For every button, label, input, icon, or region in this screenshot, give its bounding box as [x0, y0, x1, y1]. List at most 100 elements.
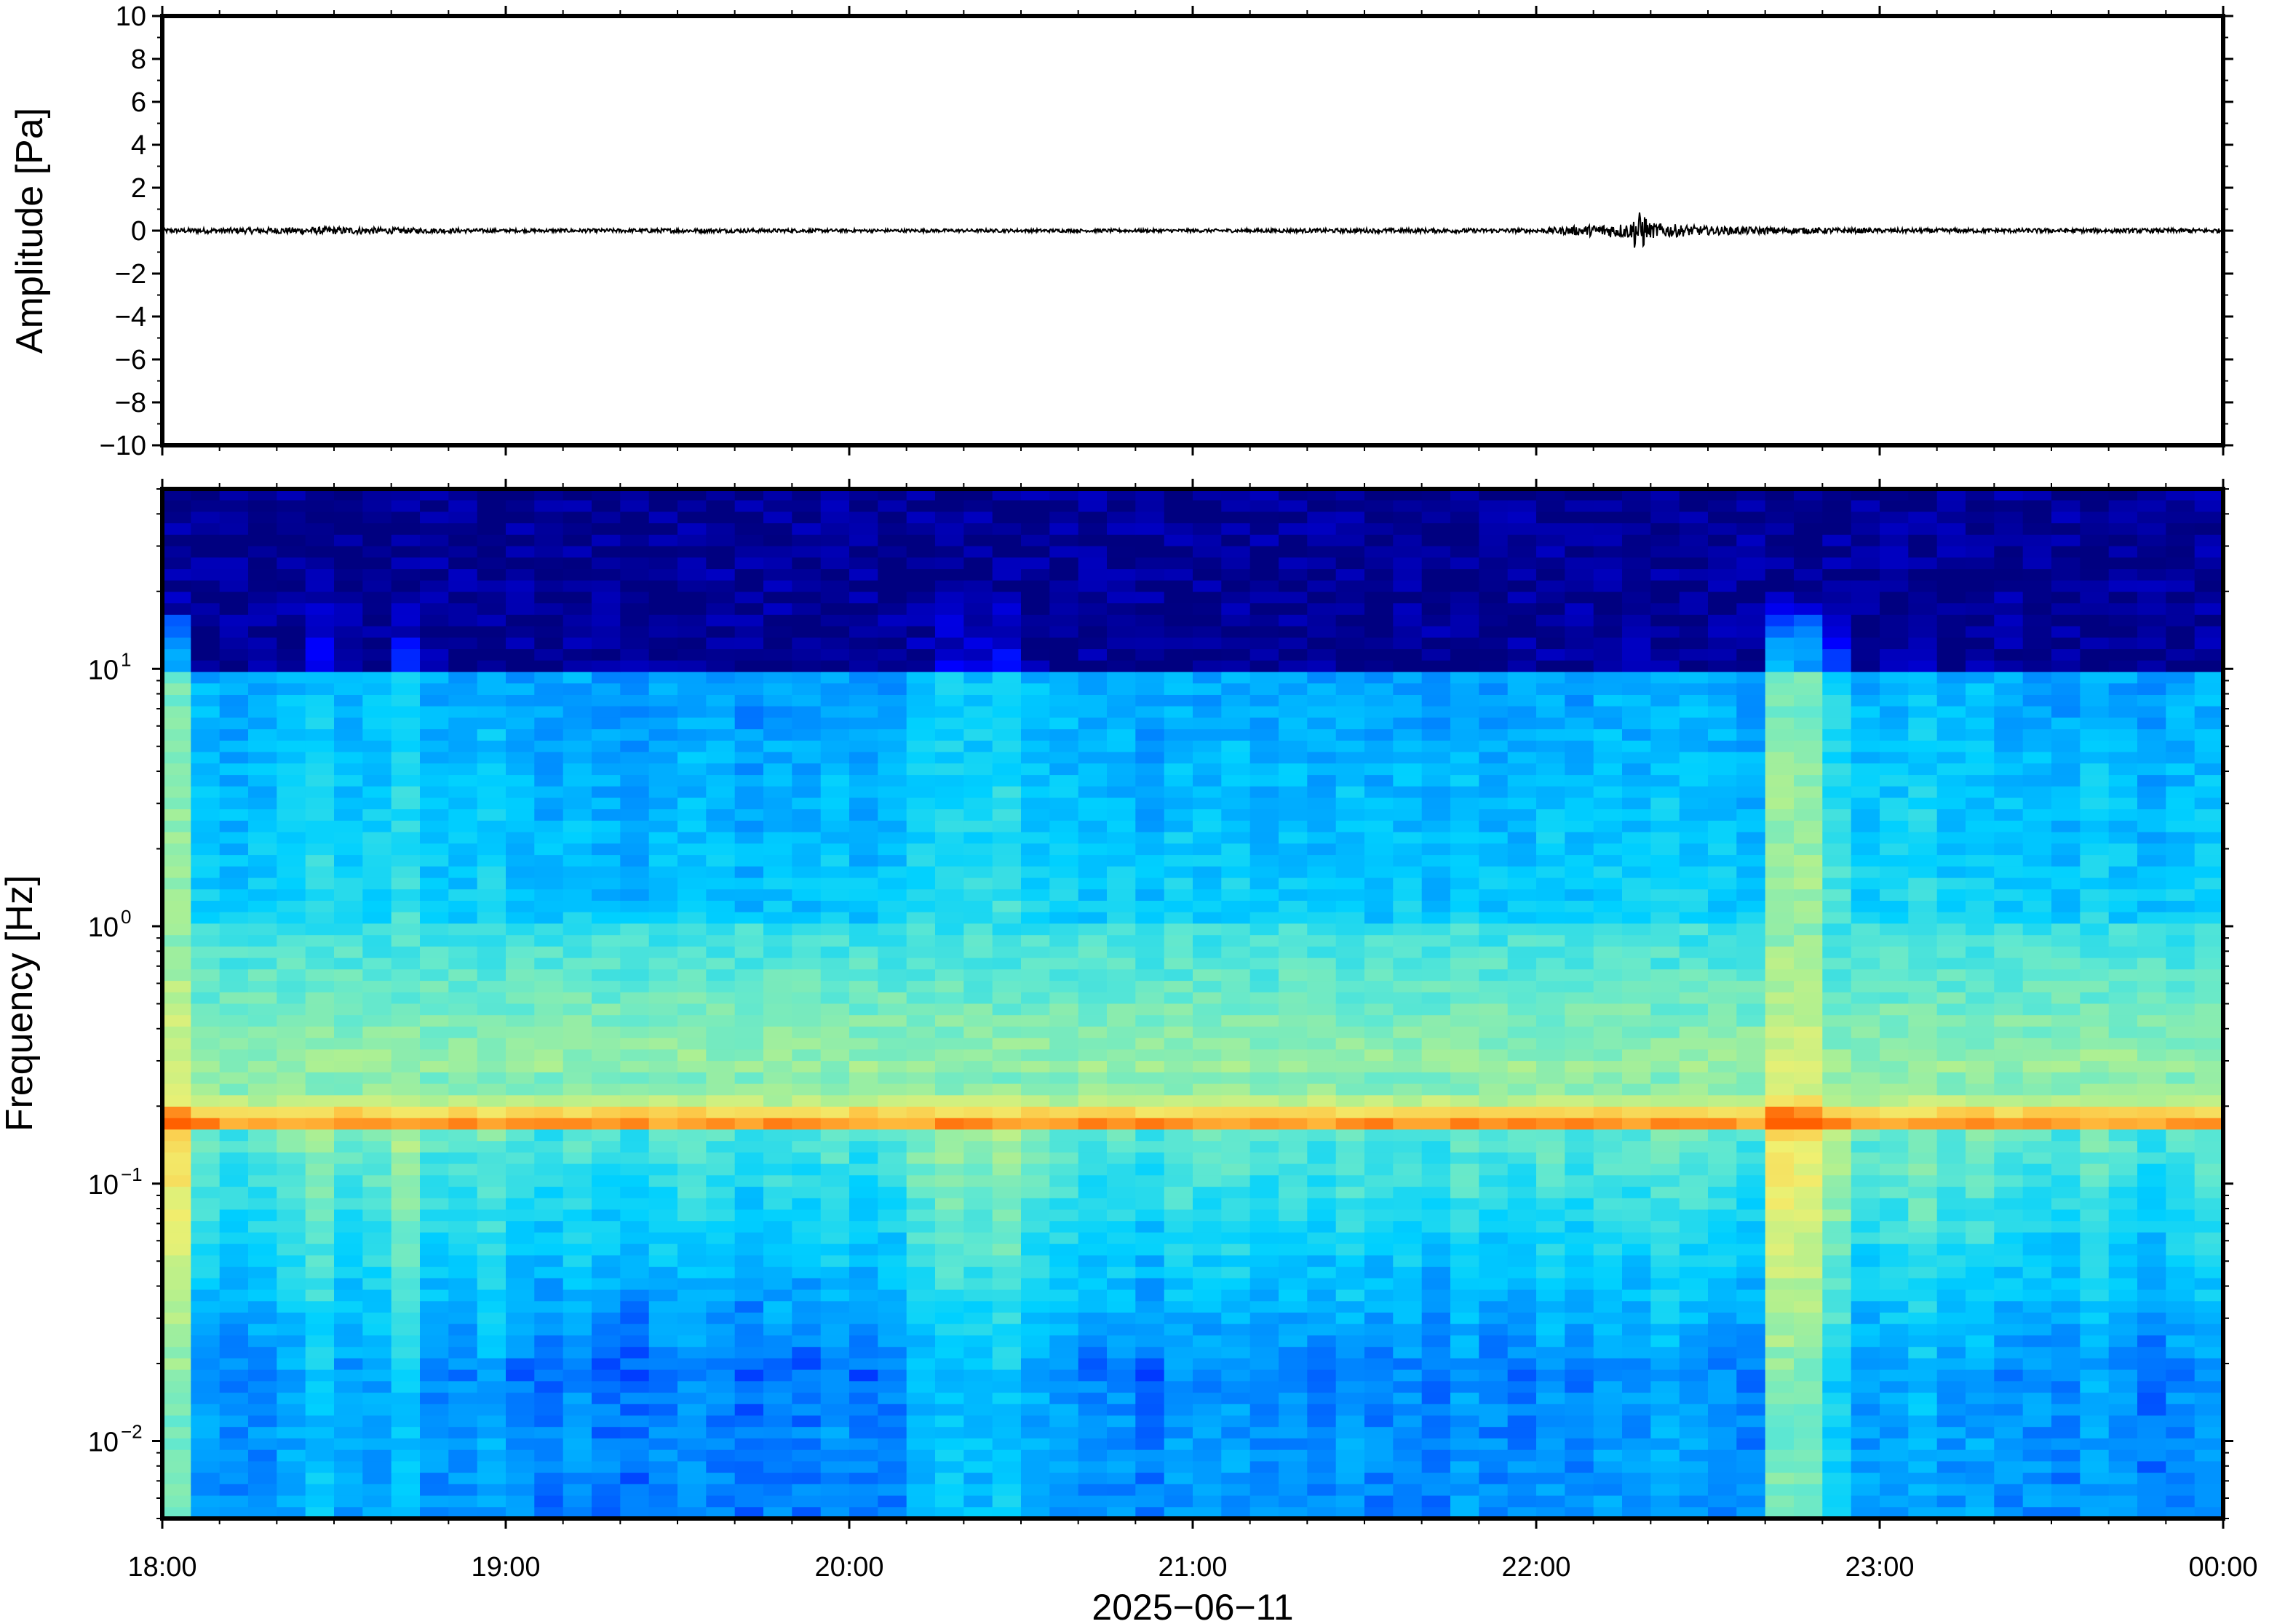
- spectrogram-cell: [992, 946, 1022, 959]
- spectrogram-cell: [362, 843, 392, 856]
- spectrogram-cell: [1249, 877, 1279, 891]
- spectrogram-cell: [162, 1163, 192, 1177]
- spectrogram-cell: [1364, 1449, 1394, 1462]
- spectrogram-cell: [334, 1267, 364, 1279]
- spectrogram-cell: [706, 660, 736, 673]
- spectrogram-cell: [1279, 901, 1308, 913]
- spectrogram-cell: [305, 1209, 335, 1222]
- spectrogram-cell: [191, 901, 220, 913]
- spectrogram-cell: [1279, 1232, 1308, 1245]
- spectrogram-cell: [1479, 626, 1509, 639]
- spectrogram-cell: [592, 855, 621, 867]
- spectrogram-cell: [906, 763, 936, 776]
- spectrogram-cell: [477, 1049, 506, 1062]
- spectrogram-cell: [878, 512, 907, 524]
- spectrogram-cell: [648, 1369, 678, 1382]
- spectrogram-cell: [1335, 1393, 1365, 1405]
- spectrogram-cell: [620, 512, 650, 524]
- spectrogram-cell: [1650, 1118, 1680, 1131]
- spectrogram-cell: [620, 489, 650, 501]
- spectrogram-cell: [1307, 1473, 1337, 1485]
- spectrogram-cell: [420, 1369, 450, 1382]
- spectrogram-cell: [1193, 1267, 1223, 1279]
- spectrogram-cell: [706, 717, 736, 730]
- spectrogram-cell: [648, 912, 678, 925]
- spectrogram-cell: [1679, 1026, 1709, 1039]
- spectrogram-cell: [1479, 1118, 1509, 1131]
- spectrogram-cell: [763, 775, 793, 787]
- spectrogram-cell: [1078, 534, 1108, 547]
- spectrogram-cell: [963, 923, 993, 936]
- spectrogram-cell: [620, 1232, 650, 1245]
- spectrogram-cell: [1279, 775, 1308, 787]
- spectrogram-cell: [191, 1358, 220, 1371]
- spectrogram-cell: [1450, 1175, 1480, 1187]
- spectrogram-cell: [563, 775, 592, 787]
- spectrogram-cell: [1364, 775, 1394, 787]
- spectrogram-cell: [648, 992, 678, 1005]
- spectrogram-cell: [1107, 649, 1137, 661]
- spectrogram-cell: [648, 935, 678, 947]
- spectrogram-cell: [592, 1381, 621, 1393]
- spectrogram-cell: [763, 1255, 793, 1267]
- spectrogram-cell: [1335, 1473, 1365, 1485]
- spectrogram-cell: [706, 1449, 736, 1462]
- spectrogram-cell: [1221, 523, 1251, 536]
- spectrogram-cell: [534, 912, 564, 925]
- spectrogram-cell: [677, 740, 707, 753]
- spectrogram-cell: [534, 706, 564, 719]
- spectrogram-cell: [592, 843, 621, 856]
- spectrogram-cell: [620, 1141, 650, 1153]
- spectrogram-cell: [1364, 1243, 1394, 1257]
- spectrogram-cell: [1078, 1461, 1108, 1473]
- spectrogram-cell: [648, 1484, 678, 1497]
- spectrogram-cell: [305, 1026, 335, 1039]
- spectrogram-cell: [1221, 820, 1251, 833]
- spectrogram-cell: [935, 546, 965, 559]
- spectrogram-cell: [362, 672, 392, 685]
- spectrogram-cell: [248, 969, 278, 982]
- spectrogram-cell: [420, 1255, 450, 1267]
- spectrogram-cell: [1221, 557, 1251, 570]
- spectrogram-cell: [334, 1324, 364, 1337]
- spectrogram-cell: [792, 775, 822, 787]
- spectrogram-cell: [878, 1313, 907, 1325]
- spectrogram-cell: [506, 729, 536, 741]
- spectrogram-cell: [1650, 958, 1680, 971]
- spectrogram-cell: [334, 1404, 364, 1417]
- spectrogram-cell: [1249, 946, 1279, 959]
- spectrogram-cell: [592, 592, 621, 604]
- spectrogram-cell: [534, 523, 564, 536]
- spectrogram-cell: [1078, 614, 1108, 627]
- spectrogram-cell: [1593, 1232, 1623, 1245]
- spectrogram-cell: [1135, 534, 1165, 547]
- spectrogram-cell: [1450, 912, 1480, 925]
- spectrogram-cell: [1279, 958, 1308, 971]
- spectrogram-cell: [1650, 729, 1680, 741]
- spectrogram-cell: [1049, 1095, 1079, 1107]
- spectrogram-cell: [1164, 1187, 1193, 1199]
- spectrogram-cell: [162, 775, 192, 787]
- spectrogram-cell: [1622, 1358, 1652, 1371]
- spectrogram-cell: [1249, 1415, 1279, 1428]
- spectrogram-cell: [248, 1209, 278, 1222]
- spectrogram-cell: [277, 763, 306, 776]
- spectrogram-cell: [534, 763, 564, 776]
- spectrogram-cell: [448, 614, 478, 627]
- spectrogram-cell: [420, 1278, 450, 1291]
- spectrogram-cell: [1679, 912, 1709, 925]
- spectrogram-cell: [563, 1358, 592, 1371]
- spectrogram-cell: [1107, 958, 1137, 971]
- spectrogram-cell: [620, 1107, 650, 1119]
- spectrogram-cell: [420, 1141, 450, 1153]
- spectrogram-cell: [1507, 649, 1537, 661]
- spectrogram-cell: [1565, 649, 1594, 661]
- spectrogram-cell: [763, 786, 793, 799]
- spectrogram-cell: [1193, 1507, 1223, 1519]
- spectrogram-cell: [334, 855, 364, 867]
- spectrogram-cell: [1565, 1152, 1594, 1165]
- spectrogram-cell: [1479, 1278, 1509, 1291]
- spectrogram-cell: [1335, 695, 1365, 707]
- spectrogram-cell: [506, 580, 536, 593]
- spectrogram-cell: [1622, 660, 1652, 673]
